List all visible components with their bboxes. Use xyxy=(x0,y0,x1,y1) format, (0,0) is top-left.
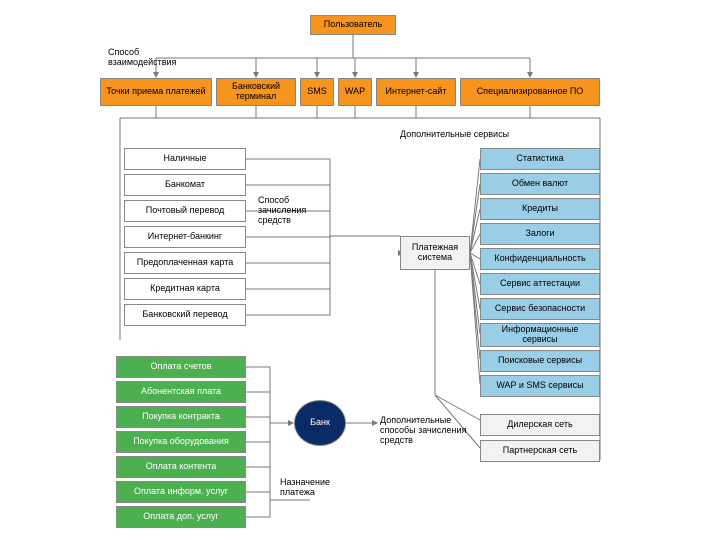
right-9: WAP и SMS сервисы xyxy=(480,375,600,397)
bank-node: Банк xyxy=(294,400,346,446)
channel-0: Точки приема платежей xyxy=(100,78,212,106)
right-1: Обмен валют xyxy=(480,173,600,195)
payment-purpose-label: Назначение платежа xyxy=(280,478,360,498)
green-4: Оплата контента xyxy=(116,456,246,478)
green-0: Оплата счетов xyxy=(116,356,246,378)
interaction-label: Способ взаимодействия xyxy=(108,48,198,68)
right-4: Конфиденциальность xyxy=(480,248,600,270)
channel-4: Интернет-сайт xyxy=(376,78,456,106)
green-1: Абонентская плата xyxy=(116,381,246,403)
channel-5: Специализированное ПО xyxy=(460,78,600,106)
channel-2: SMS xyxy=(300,78,334,106)
right-5: Сервис аттестации xyxy=(480,273,600,295)
channel-1: Банковский терминал xyxy=(216,78,296,106)
green-5: Оплата информ. услуг xyxy=(116,481,246,503)
payment-system: Платежная система xyxy=(400,236,470,270)
left-1: Банкомат xyxy=(124,174,246,196)
partner-box: Партнерская сеть xyxy=(480,440,600,462)
left-6: Банковский перевод xyxy=(124,304,246,326)
right-8: Поисковые сервисы xyxy=(480,350,600,372)
left-3: Интернет-банкинг xyxy=(124,226,246,248)
channel-3: WAP xyxy=(338,78,372,106)
right-6: Сервис безопасности xyxy=(480,298,600,320)
right-0: Статистика xyxy=(480,148,600,170)
left-4: Предоплаченная карта xyxy=(124,252,246,274)
dealer-box: Дилерская сеть xyxy=(480,414,600,436)
extra-deposit-label: Дополнительные способы зачисления средст… xyxy=(380,416,476,446)
right-2: Кредиты xyxy=(480,198,600,220)
left-0: Наличные xyxy=(124,148,246,170)
user-label: Пользователь xyxy=(324,20,382,30)
green-6: Оплата доп. услуг xyxy=(116,506,246,528)
right-7: Информационные сервисы xyxy=(480,323,600,347)
green-3: Покупка оборудования xyxy=(116,431,246,453)
green-2: Покупка контракта xyxy=(116,406,246,428)
deposit-label: Способ зачисления средств xyxy=(258,196,328,226)
services-header: Дополнительные сервисы xyxy=(400,130,509,140)
left-2: Почтовый перевод xyxy=(124,200,246,222)
right-3: Залоги xyxy=(480,223,600,245)
user-box: Пользователь xyxy=(310,15,396,35)
left-5: Кредитная карта xyxy=(124,278,246,300)
